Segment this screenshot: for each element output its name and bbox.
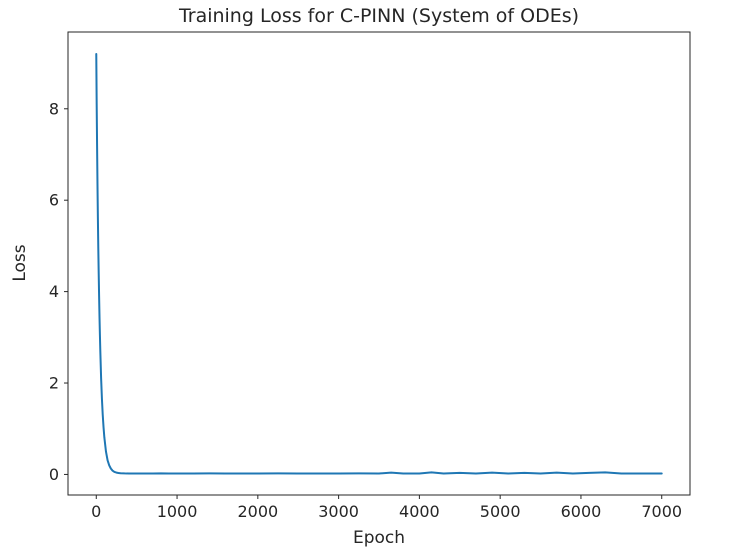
x-tick-label: 3000 — [318, 502, 359, 521]
plot-area — [67, 31, 691, 496]
y-tick-label: 0 — [49, 465, 59, 484]
x-tick-label: 0 — [91, 502, 101, 521]
y-tick-label: 8 — [49, 99, 59, 118]
y-axis-ticks: 0 2 4 6 8 — [49, 99, 68, 484]
x-axis-ticks: 0 1000 2000 3000 4000 5000 6000 7000 — [91, 495, 682, 521]
x-tick-label: 6000 — [561, 502, 602, 521]
x-tick-label: 4000 — [399, 502, 440, 521]
y-axis-label: Loss — [10, 244, 30, 281]
x-tick-label: 5000 — [480, 502, 521, 521]
y-tick-label: 4 — [49, 282, 59, 301]
x-tick-label: 7000 — [641, 502, 682, 521]
x-tick-label: 1000 — [157, 502, 198, 521]
x-tick-label: 2000 — [237, 502, 278, 521]
chart-title: Training Loss for C-PINN (System of ODEs… — [178, 5, 579, 27]
y-tick-label: 6 — [49, 191, 59, 210]
y-tick-label: 2 — [49, 374, 59, 393]
x-axis-label: Epoch — [353, 528, 405, 548]
loss-curve — [95, 52, 663, 475]
